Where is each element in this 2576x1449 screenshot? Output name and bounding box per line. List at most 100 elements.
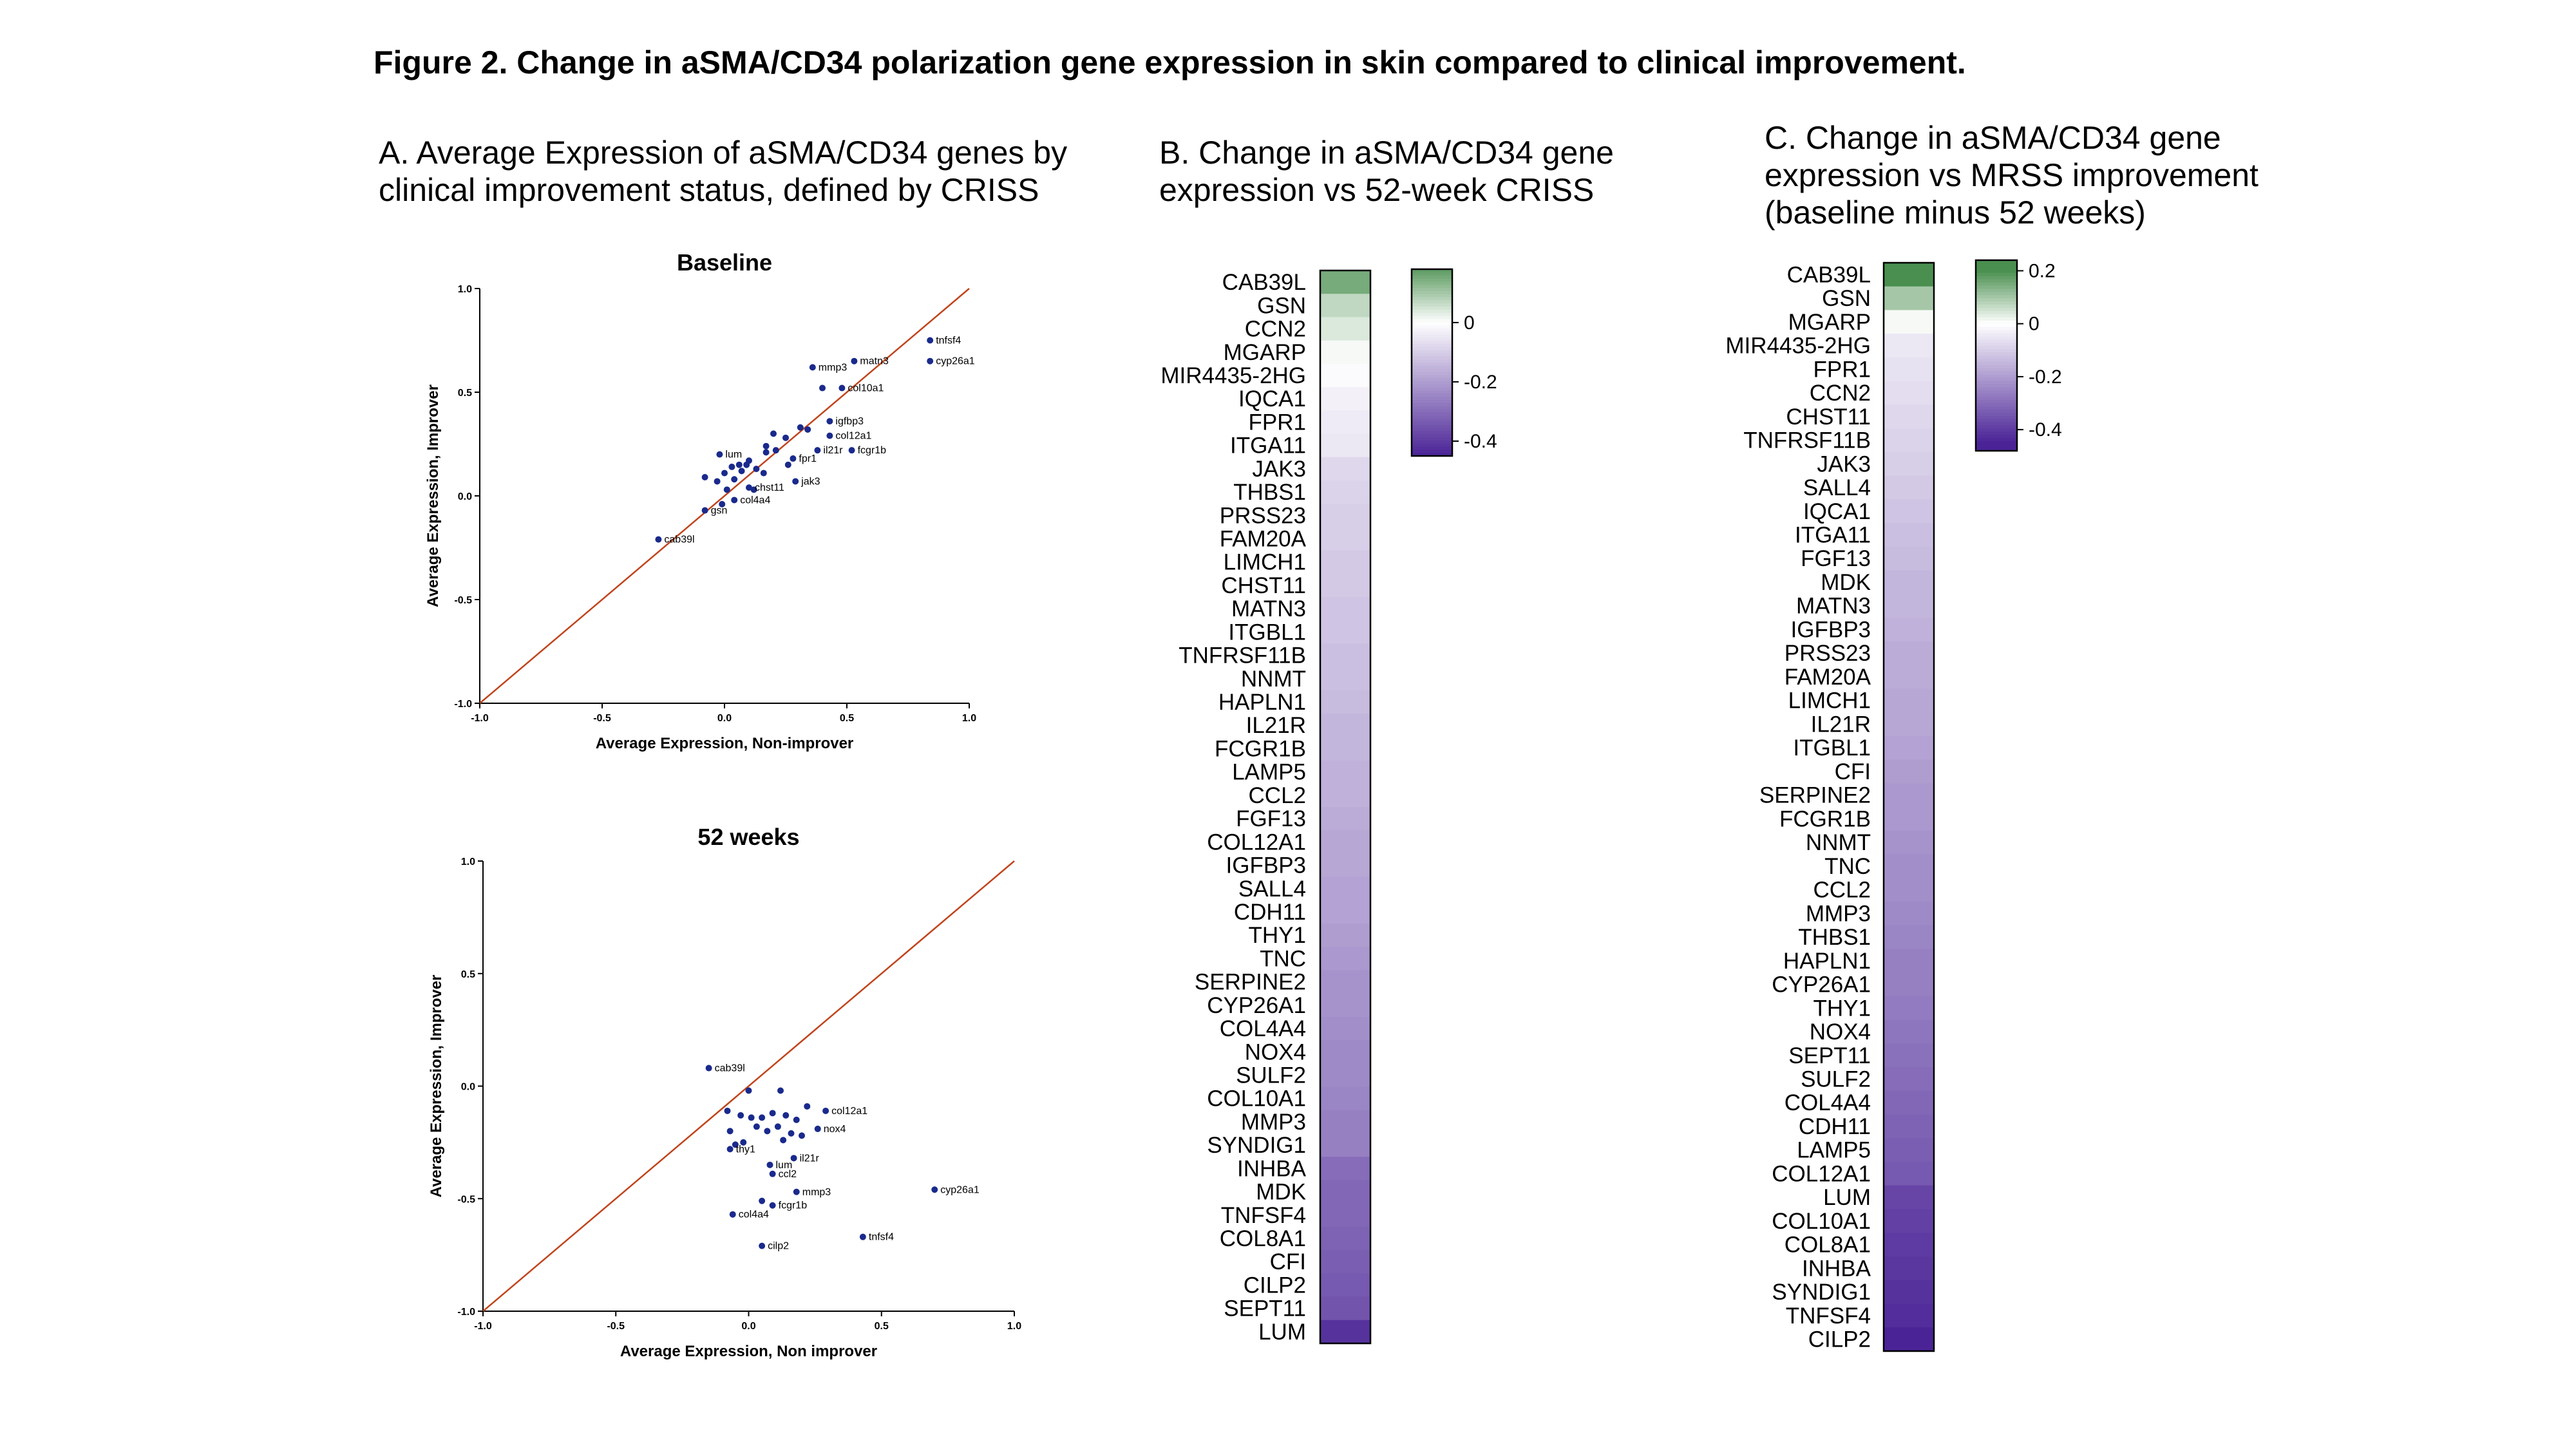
scatter-1-point — [723, 486, 730, 493]
heatmap-2-cell — [1884, 618, 1934, 642]
scatter-2-point — [759, 1197, 766, 1204]
scatter-1-point — [728, 463, 735, 470]
heatmap-2-colorbar-segment — [1976, 361, 2017, 366]
scatter-2-point — [793, 1188, 800, 1195]
heatmap-2-colorbar-segment — [1976, 384, 2017, 388]
heatmap-1-gene-label: FCGR1B — [1215, 736, 1306, 761]
heatmap-1-cell — [1320, 1250, 1370, 1274]
heatmap-1-cell — [1320, 830, 1370, 855]
scatter-2-point — [769, 1170, 776, 1177]
scatter-1-x-tick-label: 0.0 — [717, 713, 732, 724]
heatmap-2-colorbar-segment — [1976, 428, 2017, 432]
scatter-2-y-tick-label: 0.5 — [461, 969, 475, 980]
scatter-2-point — [724, 1107, 731, 1114]
heatmap-1-gene-label: FGF13 — [1236, 806, 1306, 831]
heatmap-1-colorbar-segment — [1412, 353, 1452, 357]
scatter-2-point-label: col12a1 — [831, 1106, 867, 1117]
heatmap-2-colorbar-segment — [1976, 346, 2017, 350]
scatter-1-point — [701, 474, 708, 481]
heatmap-2-border — [1882, 261, 1935, 1352]
heatmap-2-gene-label: IGFBP3 — [1791, 617, 1871, 642]
heatmap-1-colorbar-segment — [1412, 350, 1452, 354]
heatmap-1-colorbar-segment — [1412, 419, 1452, 422]
heatmap-1-gene-label: CAB39L — [1222, 270, 1306, 295]
heatmap-1-colorbar-segment — [1412, 344, 1452, 348]
heatmap-2-gene-label: CHST11 — [1786, 404, 1871, 430]
scatter-2-y-label: Average Expression, Improver — [428, 975, 445, 1198]
heatmap-1-cell — [1320, 573, 1370, 598]
scatter-1-point-label: col12a1 — [835, 431, 871, 442]
scatter-1-point-label: gsn — [711, 506, 728, 516]
heatmap-2-gene-label: LIMCH1 — [1788, 688, 1871, 714]
heatmap-2-gene-label: TNFRSF11B — [1743, 428, 1871, 453]
heatmap-2-colorbar-tick-label: -0.2 — [2029, 366, 2062, 388]
scatter-2-point — [799, 1132, 805, 1139]
heatmap-1-colorbar-segment — [1412, 372, 1452, 375]
heatmap-2-gene-label: THY1 — [1814, 996, 1871, 1021]
heatmap-1-gene-label: NOX4 — [1245, 1039, 1306, 1065]
scatter-2-point — [859, 1233, 866, 1240]
heatmap-1-colorbar-segment — [1412, 303, 1452, 307]
heatmap-1-gene-label: CDH11 — [1234, 900, 1306, 925]
heatmap-1-gene-label: COL10A1 — [1207, 1086, 1306, 1112]
heatmap-1-cell — [1320, 690, 1370, 714]
heatmap-2-cell — [1884, 854, 1934, 878]
scatter-1-point — [753, 466, 760, 473]
heatmap-1-gene-label: LIMCH1 — [1224, 550, 1306, 575]
scatter-1-point — [714, 478, 721, 485]
heatmap-2-colorbar-segment — [1976, 374, 2017, 379]
scatter-1-point — [819, 384, 826, 392]
scatter-1-y-label: Average Expression, Improver — [424, 384, 442, 607]
heatmap-1-gene-label: THY1 — [1249, 923, 1306, 948]
heatmap-2-colorbar-segment — [1976, 425, 2017, 430]
heatmap-1-colorbar-segment — [1412, 356, 1452, 360]
heatmap-1-cell — [1320, 597, 1370, 621]
heatmap-1-colorbar-segment — [1412, 359, 1452, 363]
heatmap-1-colorbar-segment — [1412, 309, 1452, 314]
heatmap-1-gene-label: SALL4 — [1238, 876, 1306, 902]
scatter-2-x-tick-label: 1.0 — [1007, 1321, 1021, 1332]
scatter-1-point-label: lum — [725, 450, 742, 460]
scatter-2-point — [769, 1202, 776, 1209]
heatmap-1-gene-label: MMP3 — [1241, 1110, 1306, 1135]
heatmap-1-cell — [1320, 340, 1370, 365]
heatmap-1-gene-label: IL21R — [1246, 713, 1306, 738]
heatmap-1-colorbar-segment — [1412, 384, 1452, 388]
heatmap-1-colorbar-segment — [1412, 328, 1452, 332]
heatmap-2-colorbar-segment — [1976, 368, 2017, 372]
heatmap-1-cell — [1320, 923, 1370, 947]
heatmap-1-colorbar-segment — [1412, 381, 1452, 385]
heatmap-2-cell — [1884, 499, 1934, 524]
heatmap-2-colorbar-tick-label: 0 — [2029, 314, 2040, 335]
heatmap-2-cell — [1884, 1067, 1934, 1092]
scatter-2-point — [729, 1211, 736, 1218]
heatmap-2-colorbar-border — [1975, 259, 2018, 452]
scatter-2-point — [822, 1107, 829, 1114]
scatter-2-point — [804, 1103, 811, 1110]
heatmap-1-cell — [1320, 760, 1370, 784]
scatter-1-point-label: cyp26a1 — [936, 356, 975, 367]
heatmap-1-colorbar-segment — [1412, 331, 1452, 336]
heatmap-2-gene-label: ITGA11 — [1795, 523, 1871, 548]
heatmap-2-colorbar-segment — [1976, 330, 2017, 334]
scatter-1-identity-line — [479, 288, 970, 704]
heatmap-1-cell — [1320, 783, 1370, 808]
heatmap-1-cell — [1320, 737, 1370, 761]
heatmap-1-colorbar-segment — [1412, 290, 1452, 295]
heatmap-2-cell — [1884, 286, 1934, 311]
scatter-2-point-label: fcgr1b — [779, 1200, 808, 1211]
heatmap-2-colorbar-segment — [1976, 444, 2017, 448]
heatmap-2-colorbar-segment — [1976, 343, 2017, 346]
heatmap-2-colorbar-segment — [1976, 403, 2017, 407]
scatter-1-point — [762, 442, 770, 450]
heatmap-2-gene-label: CYP26A1 — [1772, 972, 1871, 998]
heatmap-2-gene-label: MDK — [1821, 570, 1871, 595]
heatmap-2-gene-label: MGARP — [1788, 310, 1871, 335]
heatmap-1-gene-label: IQCA1 — [1238, 386, 1306, 412]
heatmap-2-gene-label: MIR4435-2HG — [1725, 334, 1871, 359]
heatmap-1-gene-label: TNFSF4 — [1221, 1203, 1306, 1228]
heatmap-2-colorbar-segment — [1976, 314, 2017, 318]
heatmap-2-colorbar-segment — [1976, 285, 2017, 289]
heatmap-2-gene-label: NNMT — [1806, 830, 1871, 855]
heatmap-2-colorbar-segment — [1976, 400, 2017, 404]
